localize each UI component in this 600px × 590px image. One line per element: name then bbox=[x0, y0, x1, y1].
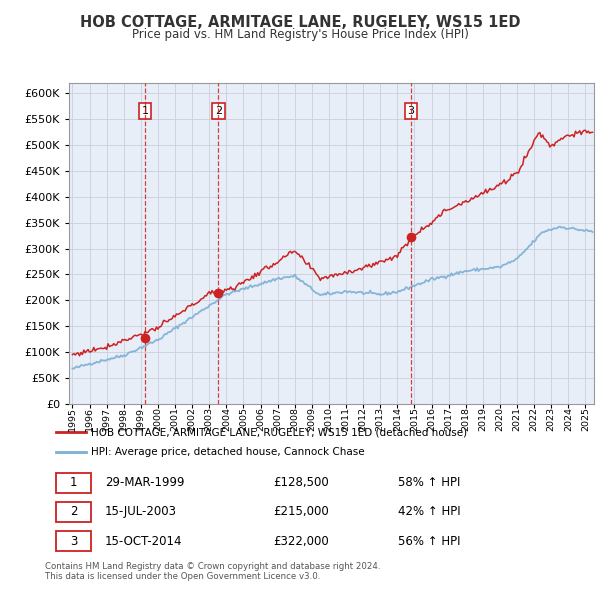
Text: 2012: 2012 bbox=[359, 407, 368, 431]
Text: Contains HM Land Registry data © Crown copyright and database right 2024.: Contains HM Land Registry data © Crown c… bbox=[45, 562, 380, 571]
Text: £128,500: £128,500 bbox=[273, 476, 329, 489]
Text: 2: 2 bbox=[215, 106, 222, 116]
Text: 2007: 2007 bbox=[273, 407, 282, 431]
Text: Price paid vs. HM Land Registry's House Price Index (HPI): Price paid vs. HM Land Registry's House … bbox=[131, 28, 469, 41]
Text: 2019: 2019 bbox=[478, 407, 487, 431]
Text: HPI: Average price, detached house, Cannock Chase: HPI: Average price, detached house, Cann… bbox=[91, 447, 365, 457]
Text: 2023: 2023 bbox=[547, 407, 556, 431]
Text: 1: 1 bbox=[142, 106, 148, 116]
Text: 2022: 2022 bbox=[530, 407, 539, 431]
Text: This data is licensed under the Open Government Licence v3.0.: This data is licensed under the Open Gov… bbox=[45, 572, 320, 581]
Text: 2017: 2017 bbox=[444, 407, 453, 431]
Text: £215,000: £215,000 bbox=[273, 505, 329, 519]
Text: 29-MAR-1999: 29-MAR-1999 bbox=[105, 476, 184, 489]
Text: 2020: 2020 bbox=[496, 407, 505, 431]
Text: 2010: 2010 bbox=[325, 407, 334, 431]
Text: 2011: 2011 bbox=[341, 407, 350, 431]
Text: 2006: 2006 bbox=[256, 407, 265, 431]
Text: £322,000: £322,000 bbox=[273, 535, 329, 548]
Text: 2021: 2021 bbox=[512, 407, 521, 431]
Text: 1995: 1995 bbox=[68, 407, 77, 431]
Text: 2014: 2014 bbox=[393, 407, 402, 431]
Text: HOB COTTAGE, ARMITAGE LANE, RUGELEY, WS15 1ED: HOB COTTAGE, ARMITAGE LANE, RUGELEY, WS1… bbox=[80, 15, 520, 30]
Text: 1997: 1997 bbox=[102, 407, 111, 431]
FancyBboxPatch shape bbox=[56, 502, 91, 522]
Text: 1: 1 bbox=[70, 476, 77, 489]
Text: 2: 2 bbox=[70, 505, 77, 519]
Text: 2003: 2003 bbox=[205, 407, 214, 431]
Text: 2024: 2024 bbox=[564, 407, 573, 431]
Text: 2008: 2008 bbox=[290, 407, 299, 431]
Text: 15-JUL-2003: 15-JUL-2003 bbox=[105, 505, 177, 519]
Text: 1999: 1999 bbox=[136, 407, 145, 431]
Text: 58% ↑ HPI: 58% ↑ HPI bbox=[398, 476, 460, 489]
Text: 2000: 2000 bbox=[154, 407, 163, 431]
Text: 3: 3 bbox=[407, 106, 415, 116]
Text: 2025: 2025 bbox=[581, 407, 590, 431]
Text: 2001: 2001 bbox=[170, 407, 179, 431]
Text: 56% ↑ HPI: 56% ↑ HPI bbox=[398, 535, 460, 548]
Text: 2002: 2002 bbox=[188, 407, 197, 431]
Text: 1996: 1996 bbox=[85, 407, 94, 431]
Text: 2016: 2016 bbox=[427, 407, 436, 431]
FancyBboxPatch shape bbox=[56, 473, 91, 493]
Text: 2005: 2005 bbox=[239, 407, 248, 431]
Text: 42% ↑ HPI: 42% ↑ HPI bbox=[398, 505, 461, 519]
Text: HOB COTTAGE, ARMITAGE LANE, RUGELEY, WS15 1ED (detached house): HOB COTTAGE, ARMITAGE LANE, RUGELEY, WS1… bbox=[91, 427, 467, 437]
Text: 2004: 2004 bbox=[222, 407, 231, 431]
Text: 2018: 2018 bbox=[461, 407, 470, 431]
Text: 2015: 2015 bbox=[410, 407, 419, 431]
Text: 1998: 1998 bbox=[119, 407, 128, 431]
FancyBboxPatch shape bbox=[56, 531, 91, 551]
Text: 2013: 2013 bbox=[376, 407, 385, 431]
Text: 2009: 2009 bbox=[307, 407, 316, 431]
Text: 15-OCT-2014: 15-OCT-2014 bbox=[105, 535, 182, 548]
Text: 3: 3 bbox=[70, 535, 77, 548]
